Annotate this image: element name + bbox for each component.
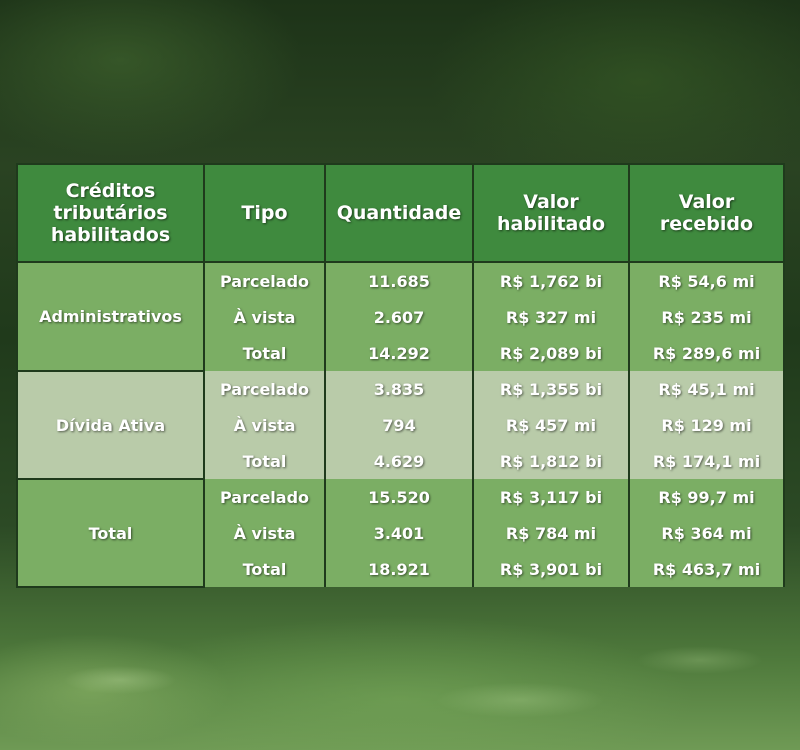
quantidade-cell: 15.520 <box>325 479 473 515</box>
valor-habilitado-cell: R$ 457 mi <box>473 407 629 443</box>
table-row: Administrativos Parcelado 11.685 R$ 1,76… <box>17 262 784 299</box>
valor-recebido-cell: R$ 463,7 mi <box>629 551 784 587</box>
valor-recebido-cell: R$ 54,6 mi <box>629 262 784 299</box>
valor-recebido-cell: R$ 364 mi <box>629 515 784 551</box>
table-row: Total Parcelado 15.520 R$ 3,117 bi R$ 99… <box>17 479 784 515</box>
quantidade-cell: 2.607 <box>325 299 473 335</box>
category-cell: Total <box>17 479 204 587</box>
valor-recebido-cell: R$ 45,1 mi <box>629 371 784 407</box>
valor-recebido-cell: R$ 235 mi <box>629 299 784 335</box>
quantidade-cell: 794 <box>325 407 473 443</box>
valor-recebido-cell: R$ 174,1 mi <box>629 443 784 479</box>
valor-habilitado-cell: R$ 1,812 bi <box>473 443 629 479</box>
tipo-cell: À vista <box>204 515 325 551</box>
header-valor-habilitado: Valor habilitado <box>473 164 629 262</box>
quantidade-cell: 11.685 <box>325 262 473 299</box>
valor-habilitado-cell: R$ 1,355 bi <box>473 371 629 407</box>
tipo-cell: Parcelado <box>204 371 325 407</box>
valor-recebido-cell: R$ 99,7 mi <box>629 479 784 515</box>
header-quantidade: Quantidade <box>325 164 473 262</box>
table-header-row: Créditos tributários habilitados Tipo Qu… <box>17 164 784 262</box>
tipo-cell: Parcelado <box>204 262 325 299</box>
tipo-cell: À vista <box>204 407 325 443</box>
valor-habilitado-cell: R$ 3,901 bi <box>473 551 629 587</box>
category-cell: Administrativos <box>17 262 204 371</box>
quantidade-cell: 3.401 <box>325 515 473 551</box>
quantidade-cell: 3.835 <box>325 371 473 407</box>
valor-recebido-cell: R$ 289,6 mi <box>629 335 784 371</box>
quantidade-cell: 18.921 <box>325 551 473 587</box>
tipo-cell: Total <box>204 443 325 479</box>
tipo-cell: Total <box>204 551 325 587</box>
tipo-cell: Total <box>204 335 325 371</box>
header-valor-recebido: Valor recebido <box>629 164 784 262</box>
valor-habilitado-cell: R$ 784 mi <box>473 515 629 551</box>
quantidade-cell: 4.629 <box>325 443 473 479</box>
valor-recebido-cell: R$ 129 mi <box>629 407 784 443</box>
table-row: Dívida Ativa Parcelado 3.835 R$ 1,355 bi… <box>17 371 784 407</box>
valor-habilitado-cell: R$ 327 mi <box>473 299 629 335</box>
header-tipo: Tipo <box>204 164 325 262</box>
header-creditos: Créditos tributários habilitados <box>17 164 204 262</box>
quantidade-cell: 14.292 <box>325 335 473 371</box>
valor-habilitado-cell: R$ 3,117 bi <box>473 479 629 515</box>
tipo-cell: À vista <box>204 299 325 335</box>
tipo-cell: Parcelado <box>204 479 325 515</box>
tax-credits-table: Créditos tributários habilitados Tipo Qu… <box>16 163 785 588</box>
valor-habilitado-cell: R$ 2,089 bi <box>473 335 629 371</box>
category-cell: Dívida Ativa <box>17 371 204 479</box>
valor-habilitado-cell: R$ 1,762 bi <box>473 262 629 299</box>
background-grass <box>0 600 800 750</box>
